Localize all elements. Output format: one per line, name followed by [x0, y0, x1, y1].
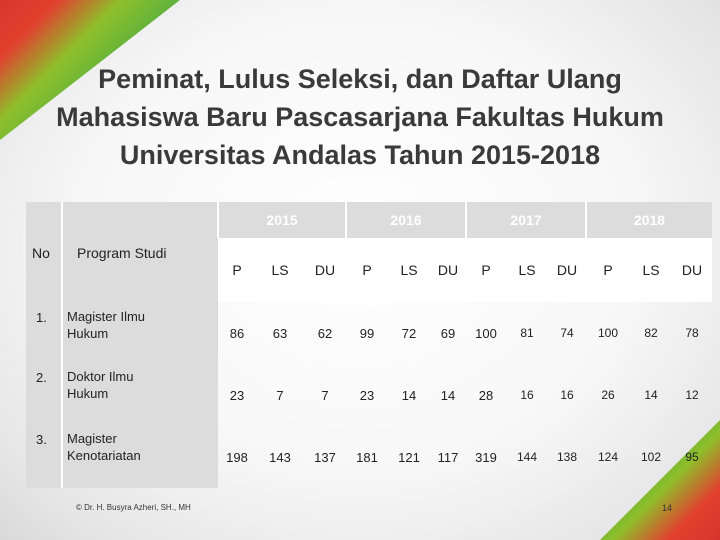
value-cell: 23 [229, 387, 245, 403]
value-cell: 14 [401, 387, 417, 403]
value-cell: 99 [359, 325, 375, 341]
sub-col-du: DU [430, 238, 466, 302]
value-cell: 124 [597, 450, 619, 464]
value-cell: 181 [356, 449, 378, 465]
program-line: Magister Ilmu [67, 309, 146, 324]
value-cell: 102 [640, 450, 662, 464]
sub-col-ls: LS [506, 238, 548, 302]
sub-col-p: P [586, 238, 630, 302]
value-cell: 7 [276, 387, 284, 403]
program-line: Doktor Ilmu [67, 369, 134, 384]
value-cell: 121 [398, 449, 420, 465]
value-cell: 74 [560, 326, 574, 340]
year-label: 2016 [390, 212, 422, 228]
year-label: 2015 [266, 212, 298, 228]
value-cell: 23 [359, 387, 375, 403]
sub-col-du: DU [548, 238, 586, 302]
sub-col-ls: LS [388, 238, 430, 302]
sub-col-p: P [218, 238, 256, 302]
value-cell: 138 [556, 450, 578, 464]
year-label: 2018 [633, 212, 666, 228]
value-cell: 143 [269, 449, 291, 465]
sub-col-du: DU [304, 238, 346, 302]
value-cell: 72 [401, 325, 417, 341]
row-number: 2. [26, 364, 62, 426]
year-label: 2017 [510, 212, 542, 228]
page-number: 14 [662, 503, 673, 513]
program-name: Magister Kenotariatan [61, 426, 218, 488]
value-cell: 63 [272, 325, 288, 341]
value-cell: 69 [440, 325, 456, 341]
value-cell: 7 [321, 387, 329, 403]
sub-col-du: DU [672, 238, 712, 302]
header-no-cell: No [26, 202, 62, 302]
row-number: 1. [26, 302, 62, 364]
header-program-cell: Program Studi [61, 202, 218, 302]
sub-header-row: P LS DU P LS DU P LS DU P LS DU [26, 238, 712, 302]
program-line: Kenotariatan [67, 448, 141, 463]
value-cell: 14 [440, 387, 456, 403]
program-name: Magister Ilmu Hukum [61, 302, 218, 364]
value-cell: 62 [317, 325, 333, 341]
header-program: Program Studi [77, 245, 167, 261]
sub-col-p: P [466, 238, 506, 302]
value-cell: 100 [475, 325, 497, 341]
title-line-3: Universitas Andalas Tahun 2015-2018 [119, 140, 601, 170]
sub-col-ls: LS [630, 238, 672, 302]
value-cell: 144 [516, 450, 538, 464]
value-cell: 100 [597, 326, 619, 340]
value-cell: 117 [437, 449, 459, 465]
value-cell: 28 [478, 387, 494, 403]
program-line: Hukum [67, 326, 109, 341]
table-row: 2. Doktor Ilmu Hukum 23 7 7 23 14 14 28 … [26, 364, 712, 426]
title-line-2: Mahasiswa Baru Pascasarjana Fakultas Huk… [56, 102, 664, 132]
title-line-1: Peminat, Lulus Seleksi, dan Daftar Ulang [98, 64, 622, 94]
year-header-2017: 2017 [465, 202, 586, 238]
value-cell: 86 [229, 325, 245, 341]
footer-copyright: © Dr. H. Busyra Azheri, SH., MH [76, 503, 191, 512]
value-cell: 319 [475, 449, 497, 465]
sub-col-p: P [346, 238, 388, 302]
year-header-2016: 2016 [345, 202, 466, 238]
header-no: No [32, 245, 50, 261]
program-line: Hukum [67, 386, 109, 401]
value-cell: 16 [560, 388, 574, 402]
value-cell: 95 [685, 450, 699, 464]
program-line: Magister [67, 431, 117, 446]
year-header-2015: 2015 [217, 202, 346, 238]
value-cell: 78 [685, 326, 699, 340]
row-number: 3. [26, 426, 62, 488]
value-cell: 81 [520, 326, 534, 340]
value-cell: 198 [226, 449, 248, 465]
value-cell: 12 [685, 388, 699, 402]
table-row: 3. Magister Kenotariatan 198 143 137 181… [26, 426, 712, 488]
year-header-2018: 2018 [585, 202, 712, 238]
value-cell: 26 [601, 388, 615, 402]
value-cell: 16 [520, 388, 534, 402]
value-cell: 14 [644, 388, 658, 402]
enrollment-table: No Program Studi 2015 2016 2017 2018 P L… [26, 202, 712, 488]
value-cell: 137 [314, 449, 336, 465]
program-name: Doktor Ilmu Hukum [61, 364, 218, 426]
slide-title: Peminat, Lulus Seleksi, dan Daftar Ulang… [40, 60, 680, 174]
sub-col-ls: LS [256, 238, 304, 302]
value-cell: 82 [644, 326, 658, 340]
table-row: 1. Magister Ilmu Hukum 86 63 62 99 72 69… [26, 302, 712, 364]
